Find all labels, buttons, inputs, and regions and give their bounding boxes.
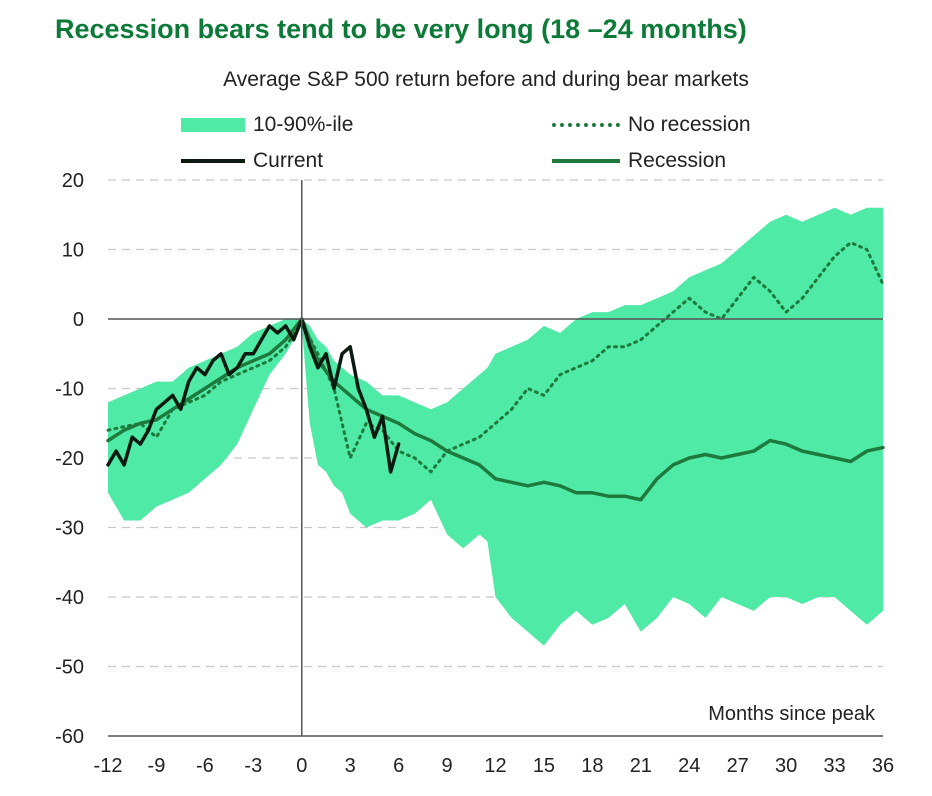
legend-no-recession: No recession [552, 113, 751, 137]
chart-title: Recession bears tend to be very long (18… [55, 14, 747, 44]
x-tick-label-0: 0 [296, 755, 307, 777]
legend-band: 10-90%-ile [181, 113, 353, 137]
x-tick-label-3: 3 [345, 755, 356, 777]
y-tick-label-0: 0 [73, 309, 84, 331]
x-tick-label--6: -6 [196, 755, 214, 777]
y-tick-label--30: -30 [55, 518, 84, 540]
x-tick-label-6: 6 [393, 755, 404, 777]
x-tick-label-18: 18 [581, 755, 603, 777]
legend-no-recession-label: No recession [628, 113, 751, 136]
x-tick-label-30: 30 [775, 755, 797, 777]
legend-recession-label: Recession [628, 149, 727, 172]
y-tick-label--60: -60 [55, 726, 84, 748]
legend-recession: Recession [552, 149, 726, 173]
chart-subtitle: Average S&P 500 return before and during… [223, 68, 749, 91]
x-axis-label: Months since peak [708, 703, 876, 725]
y-tick-label--50: -50 [55, 657, 84, 679]
y-tick-label--40: -40 [55, 587, 84, 609]
x-tick-label-12: 12 [484, 755, 506, 777]
x-tick-label-36: 36 [872, 755, 894, 777]
x-tick-label-33: 33 [823, 755, 845, 777]
legend-recession-swatch [552, 159, 620, 164]
x-tick-label-9: 9 [442, 755, 453, 777]
x-tick-label-27: 27 [727, 755, 749, 777]
series-line-no-recession [106, 241, 885, 474]
x-tick-label--9: -9 [148, 755, 166, 777]
legend-current-swatch [181, 159, 245, 164]
legend-current-label: Current [253, 149, 324, 172]
band-10-90-area [108, 207, 883, 646]
legend-band-label: 10-90%-ile [253, 113, 354, 136]
x-tick-label-21: 21 [630, 755, 652, 777]
x-tick-label--3: -3 [244, 755, 262, 777]
legend-band-swatch [181, 118, 245, 133]
x-tick-label-24: 24 [678, 755, 700, 777]
x-tick-label--12: -12 [94, 755, 123, 777]
y-tick-label--20: -20 [55, 448, 84, 470]
x-tick-label-15: 15 [533, 755, 555, 777]
y-tick-label-10: 10 [62, 240, 84, 262]
legend-current: Current [181, 149, 323, 173]
y-tick-label--10: -10 [55, 379, 84, 401]
y-tick-label-20: 20 [62, 170, 84, 192]
legend-no-recession-swatch [552, 123, 620, 128]
series-line-current [106, 317, 401, 474]
